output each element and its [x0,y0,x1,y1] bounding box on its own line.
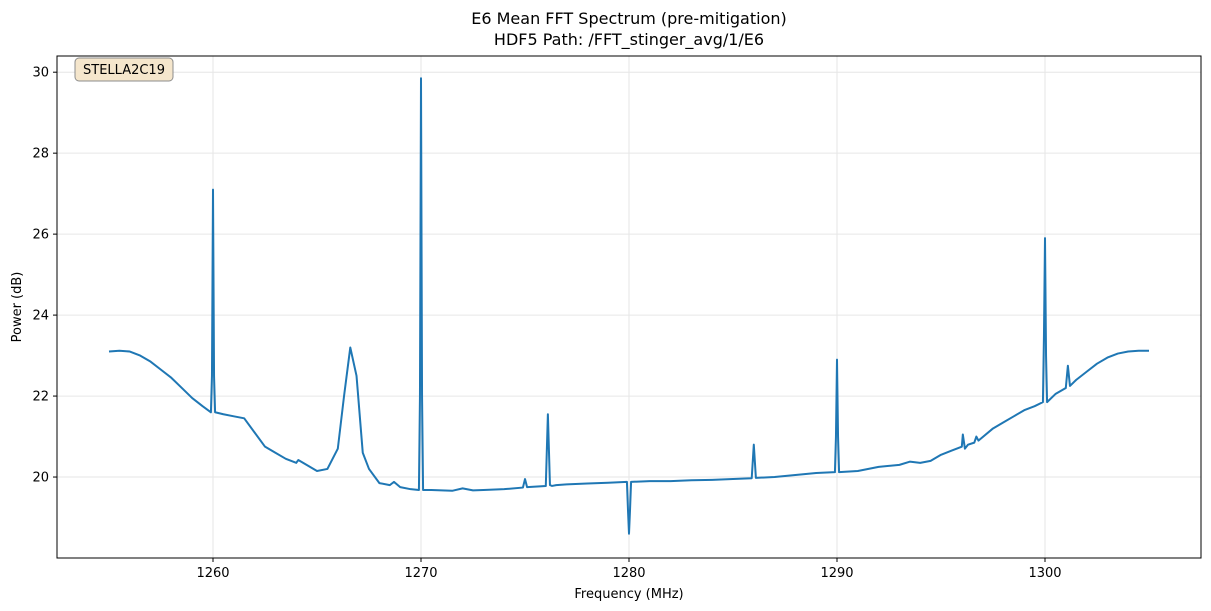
y-axis-label: Power (dB) [10,272,25,343]
plot-area [108,77,1149,535]
annotation-label: STELLA2C19 [83,63,165,78]
y-tick-label: 22 [32,390,49,405]
annotation-box-background [74,57,174,82]
y-tick-label: 26 [32,228,49,243]
annotation-box: STELLA2C19 [74,57,174,82]
grid [57,56,1201,558]
x-tick-label: 1290 [820,566,853,581]
chart-subtitle: HDF5 Path: /FFT_stinger_avg/1/E6 [494,30,764,50]
x-tick-label: 1280 [612,566,645,581]
x-axis-label: Frequency (MHz) [574,587,683,602]
x-tick-label: 1260 [196,566,229,581]
y-tick-label: 24 [32,309,49,324]
x-tick-label: 1300 [1028,566,1061,581]
series-line [108,77,1149,535]
y-tick-label: 30 [32,66,49,81]
axis-ticks: 1260 1270 1280 1290 1300 20 22 24 26 28 30 [32,66,1061,581]
y-tick-label: 20 [32,471,49,486]
chart-title: E6 Mean FFT Spectrum (pre-mitigation) [471,9,787,28]
x-tick-label: 1270 [404,566,437,581]
y-tick-label: 28 [32,147,49,162]
